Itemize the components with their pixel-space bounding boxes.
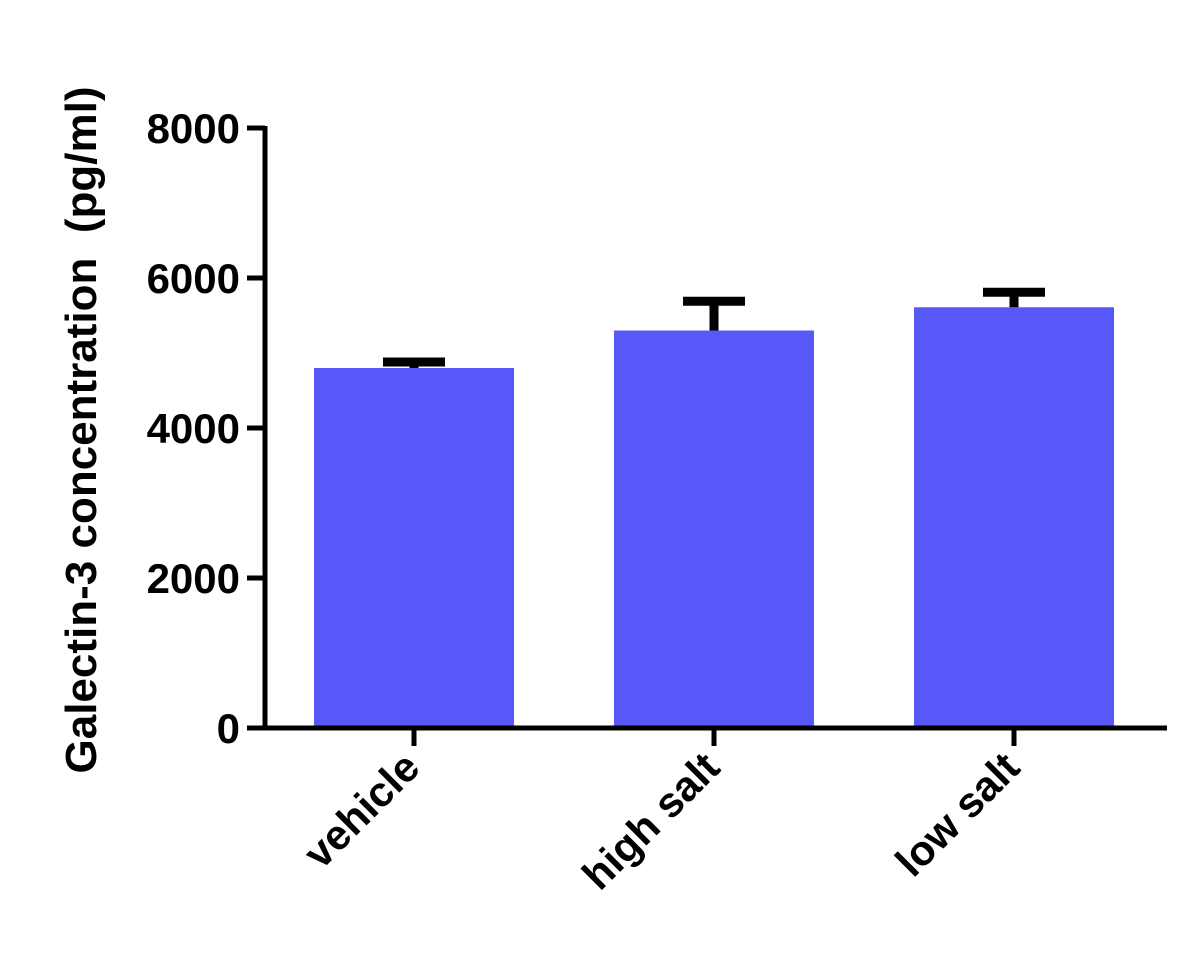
y-axis-label: Galectin-3 concentration (pg/ml): [57, 87, 106, 774]
x-tick-label: vehicle: [294, 743, 428, 877]
y-tick-label: 6000: [147, 255, 240, 302]
x-tick-label: high salt: [573, 743, 728, 898]
y-tick-label: 8000: [147, 105, 240, 152]
bar-vehicle: [314, 368, 514, 728]
y-tick-label: 4000: [147, 405, 240, 452]
x-tick-label: low salt: [886, 743, 1028, 885]
bar-high-salt: [614, 330, 814, 728]
bar-low-salt: [914, 307, 1114, 728]
y-tick-label: 0: [217, 705, 240, 752]
y-tick-label: 2000: [147, 555, 240, 602]
